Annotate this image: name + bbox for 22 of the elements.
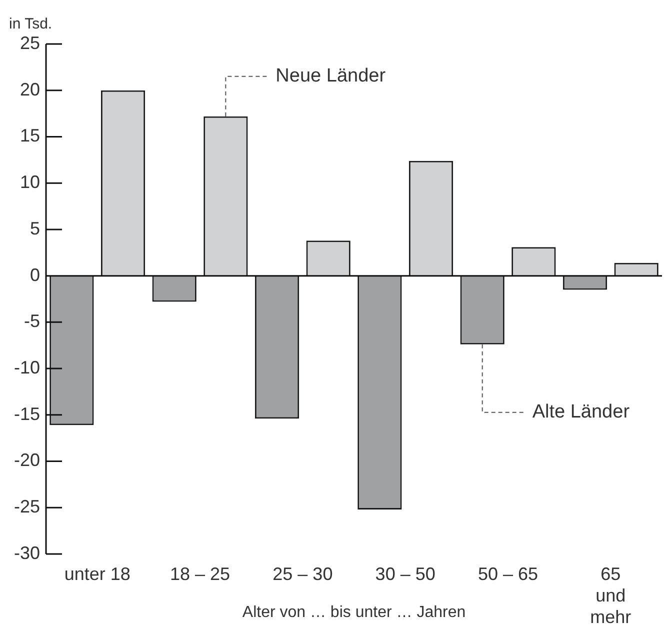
text: Alte Länder — [532, 402, 630, 423]
y-tick-label: 15 — [20, 126, 40, 146]
x-tick-label: unter 18 — [64, 564, 130, 584]
y-tick-label: 0 — [30, 264, 40, 285]
text: Neue Länder — [276, 66, 386, 87]
y-tick-label: 25 — [20, 32, 40, 53]
y-tick-label: -15 — [14, 404, 40, 424]
y-tick-label: -20 — [14, 450, 40, 470]
y-tick-label: -5 — [24, 311, 40, 332]
y-tick-label: 10 — [20, 172, 40, 192]
x-tick-label: 65 und mehr — [590, 564, 632, 627]
y-tick-label: -30 — [14, 542, 40, 563]
x-tick-label: 18 – 25 — [170, 564, 230, 584]
y-axis-title: in Tsd. — [9, 16, 52, 33]
y-tick-label: 5 — [30, 218, 40, 238]
y-tick-label: -25 — [14, 496, 40, 517]
y-tick-label: -10 — [14, 358, 40, 378]
x-tick-label: 25 – 30 — [272, 564, 333, 584]
y-tick-label: 20 — [20, 79, 40, 100]
x-axis-title: Alter von … bis unter … Jahren — [242, 604, 466, 621]
x-tick-label: 50 – 65 — [478, 564, 538, 584]
x-tick-label: 30 – 50 — [375, 564, 436, 584]
